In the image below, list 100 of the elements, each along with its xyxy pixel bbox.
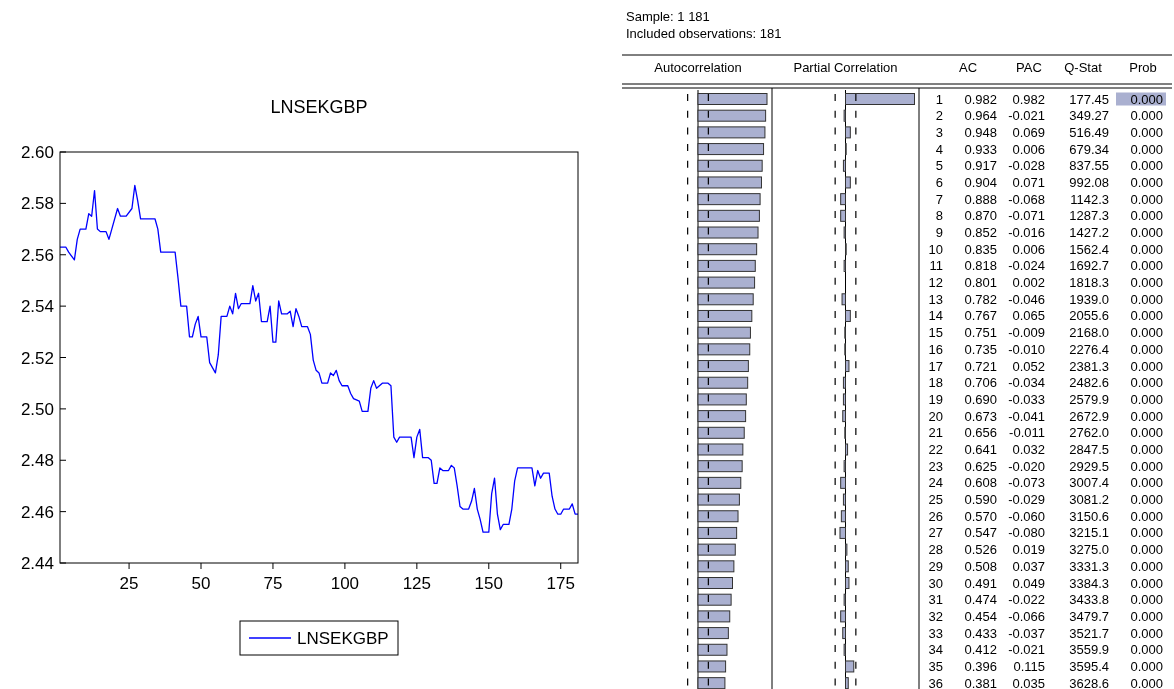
text: 2276.4 [1069, 341, 1109, 357]
text: 0.751 [964, 325, 997, 341]
text: -0.041 [1008, 408, 1045, 424]
text: 679.34 [1069, 141, 1109, 157]
text: 0.035 [1012, 675, 1045, 689]
bar [845, 360, 850, 373]
text: 0.608 [964, 475, 997, 491]
text: 0.904 [964, 174, 997, 190]
text: -0.033 [1008, 391, 1045, 407]
y-tick-label: 30 [928, 575, 943, 591]
text: 0.673 [964, 408, 997, 424]
y-tick-label: 10 [928, 241, 943, 257]
text: 1692.7 [1069, 258, 1109, 274]
text: 0.706 [964, 375, 997, 391]
text: 0.870 [964, 208, 997, 224]
bar [697, 293, 754, 306]
text: 1142.3 [1070, 191, 1109, 207]
bar [697, 410, 747, 423]
bar [840, 510, 846, 523]
text: 0.000 [1130, 508, 1163, 524]
bar [697, 143, 765, 156]
bar [697, 360, 749, 373]
bar [842, 627, 846, 640]
x-tick-label: 150 [474, 574, 503, 593]
text: 0.000 [1130, 425, 1163, 441]
text: 3628.6 [1069, 675, 1109, 689]
text: 0.000 [1130, 141, 1163, 157]
text: 0.000 [1130, 291, 1163, 307]
y-tick-label: 6 [935, 174, 943, 190]
text: 0.000 [1130, 592, 1163, 608]
y-tick-label: 20 [928, 408, 943, 424]
text: 2482.6 [1069, 375, 1109, 391]
text: -0.034 [1008, 375, 1045, 391]
text: -0.060 [1008, 508, 1045, 524]
chart-title: LNSEKGBP [270, 97, 368, 117]
bar [697, 243, 758, 256]
bar [845, 677, 849, 689]
x-tick-label: 175 [546, 574, 575, 593]
text: 3521.7 [1069, 625, 1109, 641]
text: 0.917 [964, 158, 997, 174]
bar [697, 493, 740, 506]
text: 0.590 [964, 492, 997, 508]
y-tick-label: 16 [928, 341, 943, 357]
text: 837.55 [1069, 158, 1109, 174]
text: 0.052 [1012, 358, 1045, 374]
x-tick-label: 100 [330, 574, 360, 593]
text: -0.028 [1008, 158, 1045, 174]
bar [697, 93, 768, 105]
line-series [59, 184, 579, 533]
text: 0.000 [1130, 408, 1163, 424]
text: 0.782 [964, 291, 997, 307]
y-tick-label: 36 [928, 675, 943, 689]
x-tick-label: 25 [119, 574, 139, 593]
text: -0.068 [1008, 191, 1045, 207]
text: -0.021 [1008, 642, 1045, 658]
chart-title: Autocorrelation [654, 60, 742, 75]
bar [697, 376, 749, 389]
bar [697, 126, 766, 139]
y-tick-label: 22 [928, 441, 943, 457]
text: 0.396 [964, 658, 997, 674]
x-tick-label: 125 [402, 574, 432, 593]
y-tick-label: 3 [935, 124, 943, 140]
y-tick-label: 2 [935, 108, 943, 124]
text: 2929.5 [1069, 458, 1109, 474]
y-tick-label: 14 [928, 308, 943, 324]
text: 2381.3 [1069, 358, 1109, 374]
bar [842, 410, 846, 423]
y-tick-label: 5 [935, 158, 943, 174]
y-tick-label: 2.52 [20, 348, 54, 368]
text: 516.49 [1069, 124, 1109, 140]
bar [697, 643, 728, 656]
bar [845, 176, 851, 189]
text: 1939.0 [1069, 291, 1109, 307]
y-tick-label: 24 [928, 475, 943, 491]
text: 2672.9 [1069, 408, 1109, 424]
bar [697, 193, 761, 206]
text: 0.000 [1130, 341, 1163, 357]
bar [697, 460, 743, 473]
text: 1287.3 [1069, 208, 1109, 224]
text: 0.964 [964, 108, 997, 124]
text: -0.037 [1008, 625, 1045, 641]
y-tick-label: 35 [928, 658, 943, 674]
x-tick-label: 50 [191, 574, 211, 593]
bar [697, 209, 760, 222]
text: -0.009 [1008, 325, 1045, 341]
text: 0.508 [964, 558, 997, 574]
text: 0.381 [964, 675, 997, 689]
y-tick-label: 25 [928, 492, 943, 508]
bar [697, 476, 742, 489]
text: 0.801 [964, 275, 997, 291]
y-tick-label: 12 [928, 275, 943, 291]
text: 0.570 [964, 508, 997, 524]
text: Sample: 1 181 [626, 9, 710, 24]
y-tick-label: 8 [935, 208, 943, 224]
text: 0.000 [1130, 208, 1163, 224]
y-tick-label: 15 [928, 325, 943, 341]
text: 3275.0 [1069, 542, 1109, 558]
text: 0.982 [1012, 91, 1045, 107]
text: 0.000 [1130, 441, 1163, 457]
text: -0.016 [1008, 225, 1045, 241]
